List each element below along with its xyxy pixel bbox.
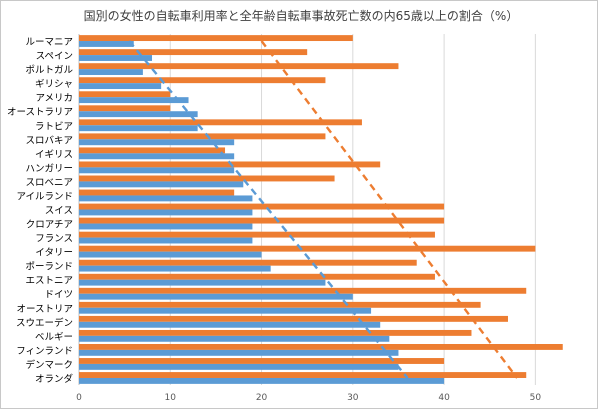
bar-series-2	[79, 147, 226, 154]
category-label: スロベニア	[25, 177, 73, 188]
bar-series-1	[79, 293, 353, 300]
bar-series-2	[79, 245, 536, 252]
bar-series-2	[79, 203, 445, 210]
bar-series-2	[79, 372, 527, 378]
bar-series-2	[79, 217, 445, 224]
bar-series-1	[79, 195, 253, 202]
bar-series-1	[79, 349, 399, 356]
bar-series-2	[79, 119, 362, 126]
x-tick-label: 50	[530, 393, 542, 403]
category-label: フランス	[35, 234, 73, 245]
trendline-series-1	[128, 40, 409, 379]
bar-series-2	[79, 161, 381, 168]
category-label: オーストラリア	[7, 107, 73, 118]
bar-series-1	[79, 69, 143, 75]
trendline-series-2	[260, 40, 519, 379]
category-label: フィンランド	[16, 346, 73, 357]
bar-series-2	[79, 133, 326, 140]
bar-series-1	[79, 335, 390, 342]
bar-series-2	[79, 91, 171, 98]
bar-series-1	[79, 307, 372, 314]
bar-series-1	[79, 125, 198, 132]
bar-series-1	[79, 265, 271, 272]
x-tick-label: 0	[76, 393, 82, 403]
bar-series-2	[79, 329, 472, 336]
category-label: ポルトガル	[25, 65, 73, 76]
bar-series-2	[79, 175, 335, 182]
trendlines	[128, 40, 519, 379]
bar-series-2	[79, 189, 235, 196]
bar-series-1	[79, 363, 399, 370]
x-tick-label: 40	[438, 393, 450, 403]
bar-series-1	[79, 111, 198, 118]
bar-series-2	[79, 35, 353, 42]
x-tick-labels: 0 10 20 30 40 50	[76, 393, 541, 403]
bar-series-1	[79, 97, 189, 104]
category-label: スウエーデン	[16, 317, 73, 329]
x-tick-label: 10	[165, 393, 177, 403]
bar-series-2	[79, 105, 171, 112]
category-label: スペイン	[36, 51, 73, 62]
bar-series-1	[79, 223, 253, 230]
bar-series-2	[79, 273, 435, 280]
category-label: ドイツ	[44, 290, 73, 301]
category-labels: ルーマニアスペインポルトガルギリシャアメリカオーストラリアラトビアスロバキアイギ…	[7, 37, 74, 385]
category-label: イギリス	[35, 149, 73, 160]
bar-series-2	[79, 358, 445, 364]
category-label: ポーランド	[25, 262, 73, 273]
chart-title: 国別の女性の自転車利用率と全年齢自転車事故死亡数の内65歳以上の割合（%）	[83, 9, 519, 23]
category-label: アメリカ	[35, 93, 73, 104]
bar-series-1	[79, 321, 381, 328]
category-label: ルーマニア	[25, 37, 73, 48]
bar-series-2	[79, 344, 563, 350]
x-tick-label: 20	[256, 393, 268, 403]
category-label: オーストリア	[16, 304, 73, 315]
bar-series-2	[79, 63, 399, 70]
category-label: オランダ	[35, 373, 74, 385]
bar-series-1	[79, 377, 445, 384]
bar-series-2	[79, 231, 435, 238]
category-label: ギリシャ	[35, 79, 73, 90]
bar-series-1	[79, 139, 235, 146]
bar-series-1	[79, 209, 253, 216]
x-tick-label: 30	[347, 393, 359, 403]
bar-series-1	[79, 83, 162, 90]
bar-series-2	[79, 77, 326, 84]
bar-series-2	[79, 301, 481, 308]
bar-series-1	[79, 167, 235, 174]
category-label: ベルギー	[35, 332, 73, 343]
bar-series-2	[79, 49, 308, 56]
bar-series-1	[79, 251, 262, 258]
category-label: スイス	[45, 206, 73, 217]
bar-series-2	[79, 315, 508, 322]
bar-series-1	[79, 181, 244, 188]
category-label: ハンガリー	[25, 163, 73, 174]
category-label: クロアチア	[26, 220, 73, 231]
bar-series-1	[79, 41, 134, 47]
bar-series-1	[79, 279, 326, 286]
category-label: イタリー	[35, 248, 73, 259]
category-label: スロバキア	[25, 135, 73, 146]
bars	[79, 35, 563, 384]
category-label: エストニア	[25, 276, 73, 287]
bar-series-1	[79, 55, 153, 61]
bar-series-1	[79, 153, 235, 160]
bar-series-2	[79, 259, 417, 266]
category-label: デンマーク	[25, 359, 73, 371]
category-label: ラトビア	[35, 121, 73, 132]
category-label: アイルランド	[16, 191, 73, 202]
bar-series-1	[79, 237, 253, 244]
bar-series-2	[79, 287, 527, 294]
